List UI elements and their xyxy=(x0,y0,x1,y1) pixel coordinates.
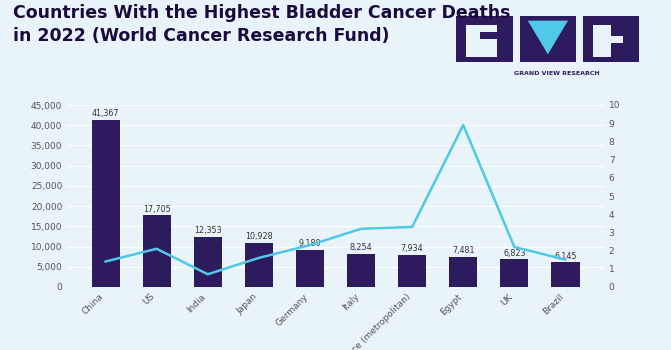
Bar xyxy=(91,120,119,287)
Bar xyxy=(194,237,222,287)
Bar xyxy=(245,243,273,287)
FancyBboxPatch shape xyxy=(583,16,639,62)
Text: 7,481: 7,481 xyxy=(452,246,474,255)
Bar xyxy=(501,259,528,287)
Text: 10,928: 10,928 xyxy=(245,232,272,241)
FancyBboxPatch shape xyxy=(480,32,497,39)
FancyBboxPatch shape xyxy=(593,36,623,43)
Text: GRAND VIEW RESEARCH: GRAND VIEW RESEARCH xyxy=(514,71,600,76)
Text: 9,180: 9,180 xyxy=(299,239,321,248)
Bar xyxy=(449,257,477,287)
FancyBboxPatch shape xyxy=(520,16,576,62)
FancyBboxPatch shape xyxy=(593,25,611,57)
Bar xyxy=(347,254,375,287)
Bar xyxy=(552,262,580,287)
Text: 7,934: 7,934 xyxy=(401,244,423,253)
Text: 17,705: 17,705 xyxy=(143,205,170,214)
Bar xyxy=(143,215,170,287)
Bar xyxy=(398,255,426,287)
FancyBboxPatch shape xyxy=(456,16,513,62)
Bar xyxy=(296,250,324,287)
FancyBboxPatch shape xyxy=(466,25,497,57)
Text: 6,823: 6,823 xyxy=(503,249,525,258)
Text: 6,145: 6,145 xyxy=(554,252,576,260)
Text: 41,367: 41,367 xyxy=(92,109,119,118)
Text: 8,254: 8,254 xyxy=(350,243,372,252)
Text: 12,353: 12,353 xyxy=(194,226,221,236)
Text: Countries With the Highest Bladder Cancer Deaths
in 2022 (World Cancer Research : Countries With the Highest Bladder Cance… xyxy=(13,4,511,45)
Polygon shape xyxy=(528,21,568,54)
